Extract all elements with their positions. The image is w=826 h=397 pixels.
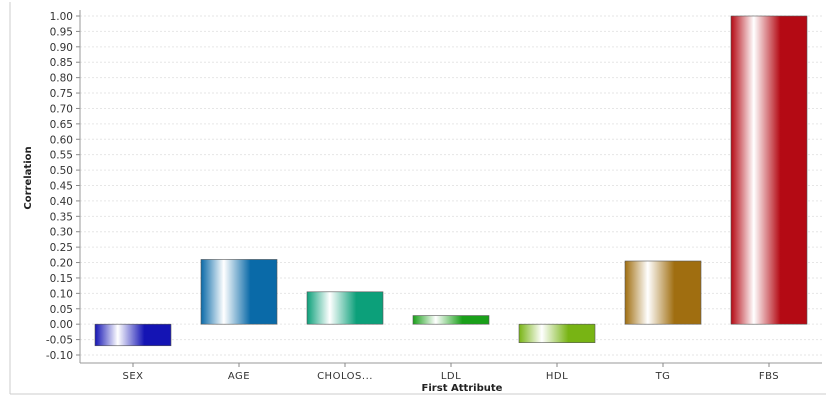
y-tick-label: 0.85 — [50, 57, 73, 69]
x-category-label: AGE — [228, 371, 250, 382]
bar-sex — [94, 323, 172, 347]
y-tick-label: 0.90 — [50, 42, 73, 54]
bar-cholos — [306, 291, 384, 325]
y-tick-label: 0.45 — [50, 181, 73, 193]
bar-tg — [624, 260, 702, 325]
y-tick-label: 0.35 — [50, 211, 73, 223]
y-tick-label: 0.65 — [50, 119, 73, 131]
x-category-label: HDL — [546, 371, 568, 382]
y-tick-label: 0.60 — [50, 134, 73, 146]
y-tick-label: 0.00 — [50, 319, 73, 331]
y-tick-label: 0.40 — [50, 196, 73, 208]
x-axis-title: First Attribute — [422, 383, 503, 394]
bar-ldl — [412, 315, 490, 325]
y-tick-label: 0.80 — [50, 73, 73, 85]
y-tick-label: 1.00 — [50, 11, 73, 23]
y-tick-label: 0.95 — [50, 26, 73, 38]
y-tick-label: -0.10 — [46, 350, 73, 362]
bar-age — [200, 259, 278, 325]
y-tick-label: 0.15 — [50, 273, 73, 285]
y-tick-label: -0.05 — [46, 335, 73, 347]
y-tick-label: 0.10 — [50, 288, 73, 300]
y-tick-label: 0.30 — [50, 227, 73, 239]
x-category-labels: SEX AGE CHOLOS... LDL HDL TG FBS — [122, 371, 779, 382]
x-category-label: CHOLOS... — [317, 371, 373, 382]
bar-fbs — [730, 15, 808, 325]
y-tick-label: 0.25 — [50, 242, 73, 254]
bar-hdl — [518, 323, 596, 343]
x-category-label: SEX — [122, 371, 143, 382]
bars — [94, 15, 808, 347]
axes — [9, 2, 826, 395]
x-category-label: LDL — [441, 371, 461, 382]
x-category-label: TG — [655, 371, 671, 382]
y-tick-label: 0.05 — [50, 304, 73, 316]
y-axis-title: Correlation — [23, 146, 34, 209]
y-tick-label: 0.55 — [50, 150, 73, 162]
y-tick-labels: -0.10 -0.05 0.00 0.05 0.10 0.15 0.20 0.25 0.30 0.… — [46, 11, 73, 362]
x-category-label: FBS — [759, 371, 779, 382]
y-tick-label: 0.50 — [50, 165, 73, 177]
y-tick-label: 0.20 — [50, 258, 73, 270]
grid-lines — [80, 15, 822, 356]
y-tick-label: 0.75 — [50, 88, 73, 100]
y-tick-label: 0.70 — [50, 103, 73, 115]
